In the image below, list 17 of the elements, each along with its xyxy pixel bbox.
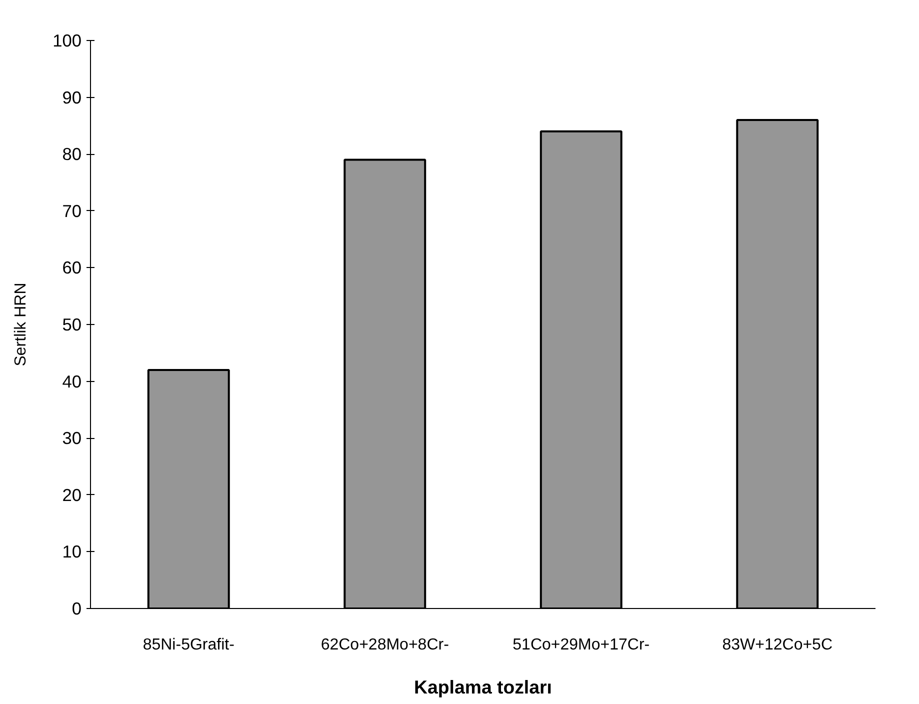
y-tick-label: 60: [62, 258, 82, 278]
y-tick-label: 30: [62, 428, 82, 448]
x-axis-title: Kaplama tozları: [414, 676, 552, 698]
x-tick-label: 83W+12Co+5C: [722, 636, 833, 654]
y-tick-label: 90: [62, 87, 82, 108]
y-tick-label: 10: [62, 542, 82, 562]
y-axis-title: Sertlik HRN: [12, 282, 30, 366]
x-tick-label: 62Co+28Mo+8Cr-: [320, 636, 449, 654]
y-tick-label: 40: [62, 371, 82, 392]
y-tick-label: 70: [62, 200, 82, 221]
y-tick-label: 80: [62, 144, 82, 164]
x-tick-label: 85Ni-5Grafit-: [142, 636, 234, 654]
y-tick-label: 0: [72, 598, 82, 618]
y-tick-label: 100: [52, 30, 82, 50]
x-tick-label: 51Co+29Mo+17Cr-: [512, 636, 650, 654]
y-tick-label: 50: [62, 314, 82, 334]
y-tick-label: 20: [62, 484, 82, 505]
